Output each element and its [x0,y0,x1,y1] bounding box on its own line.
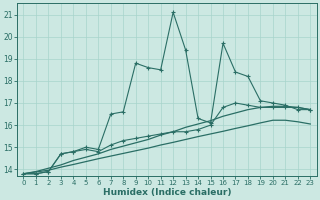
X-axis label: Humidex (Indice chaleur): Humidex (Indice chaleur) [103,188,231,197]
